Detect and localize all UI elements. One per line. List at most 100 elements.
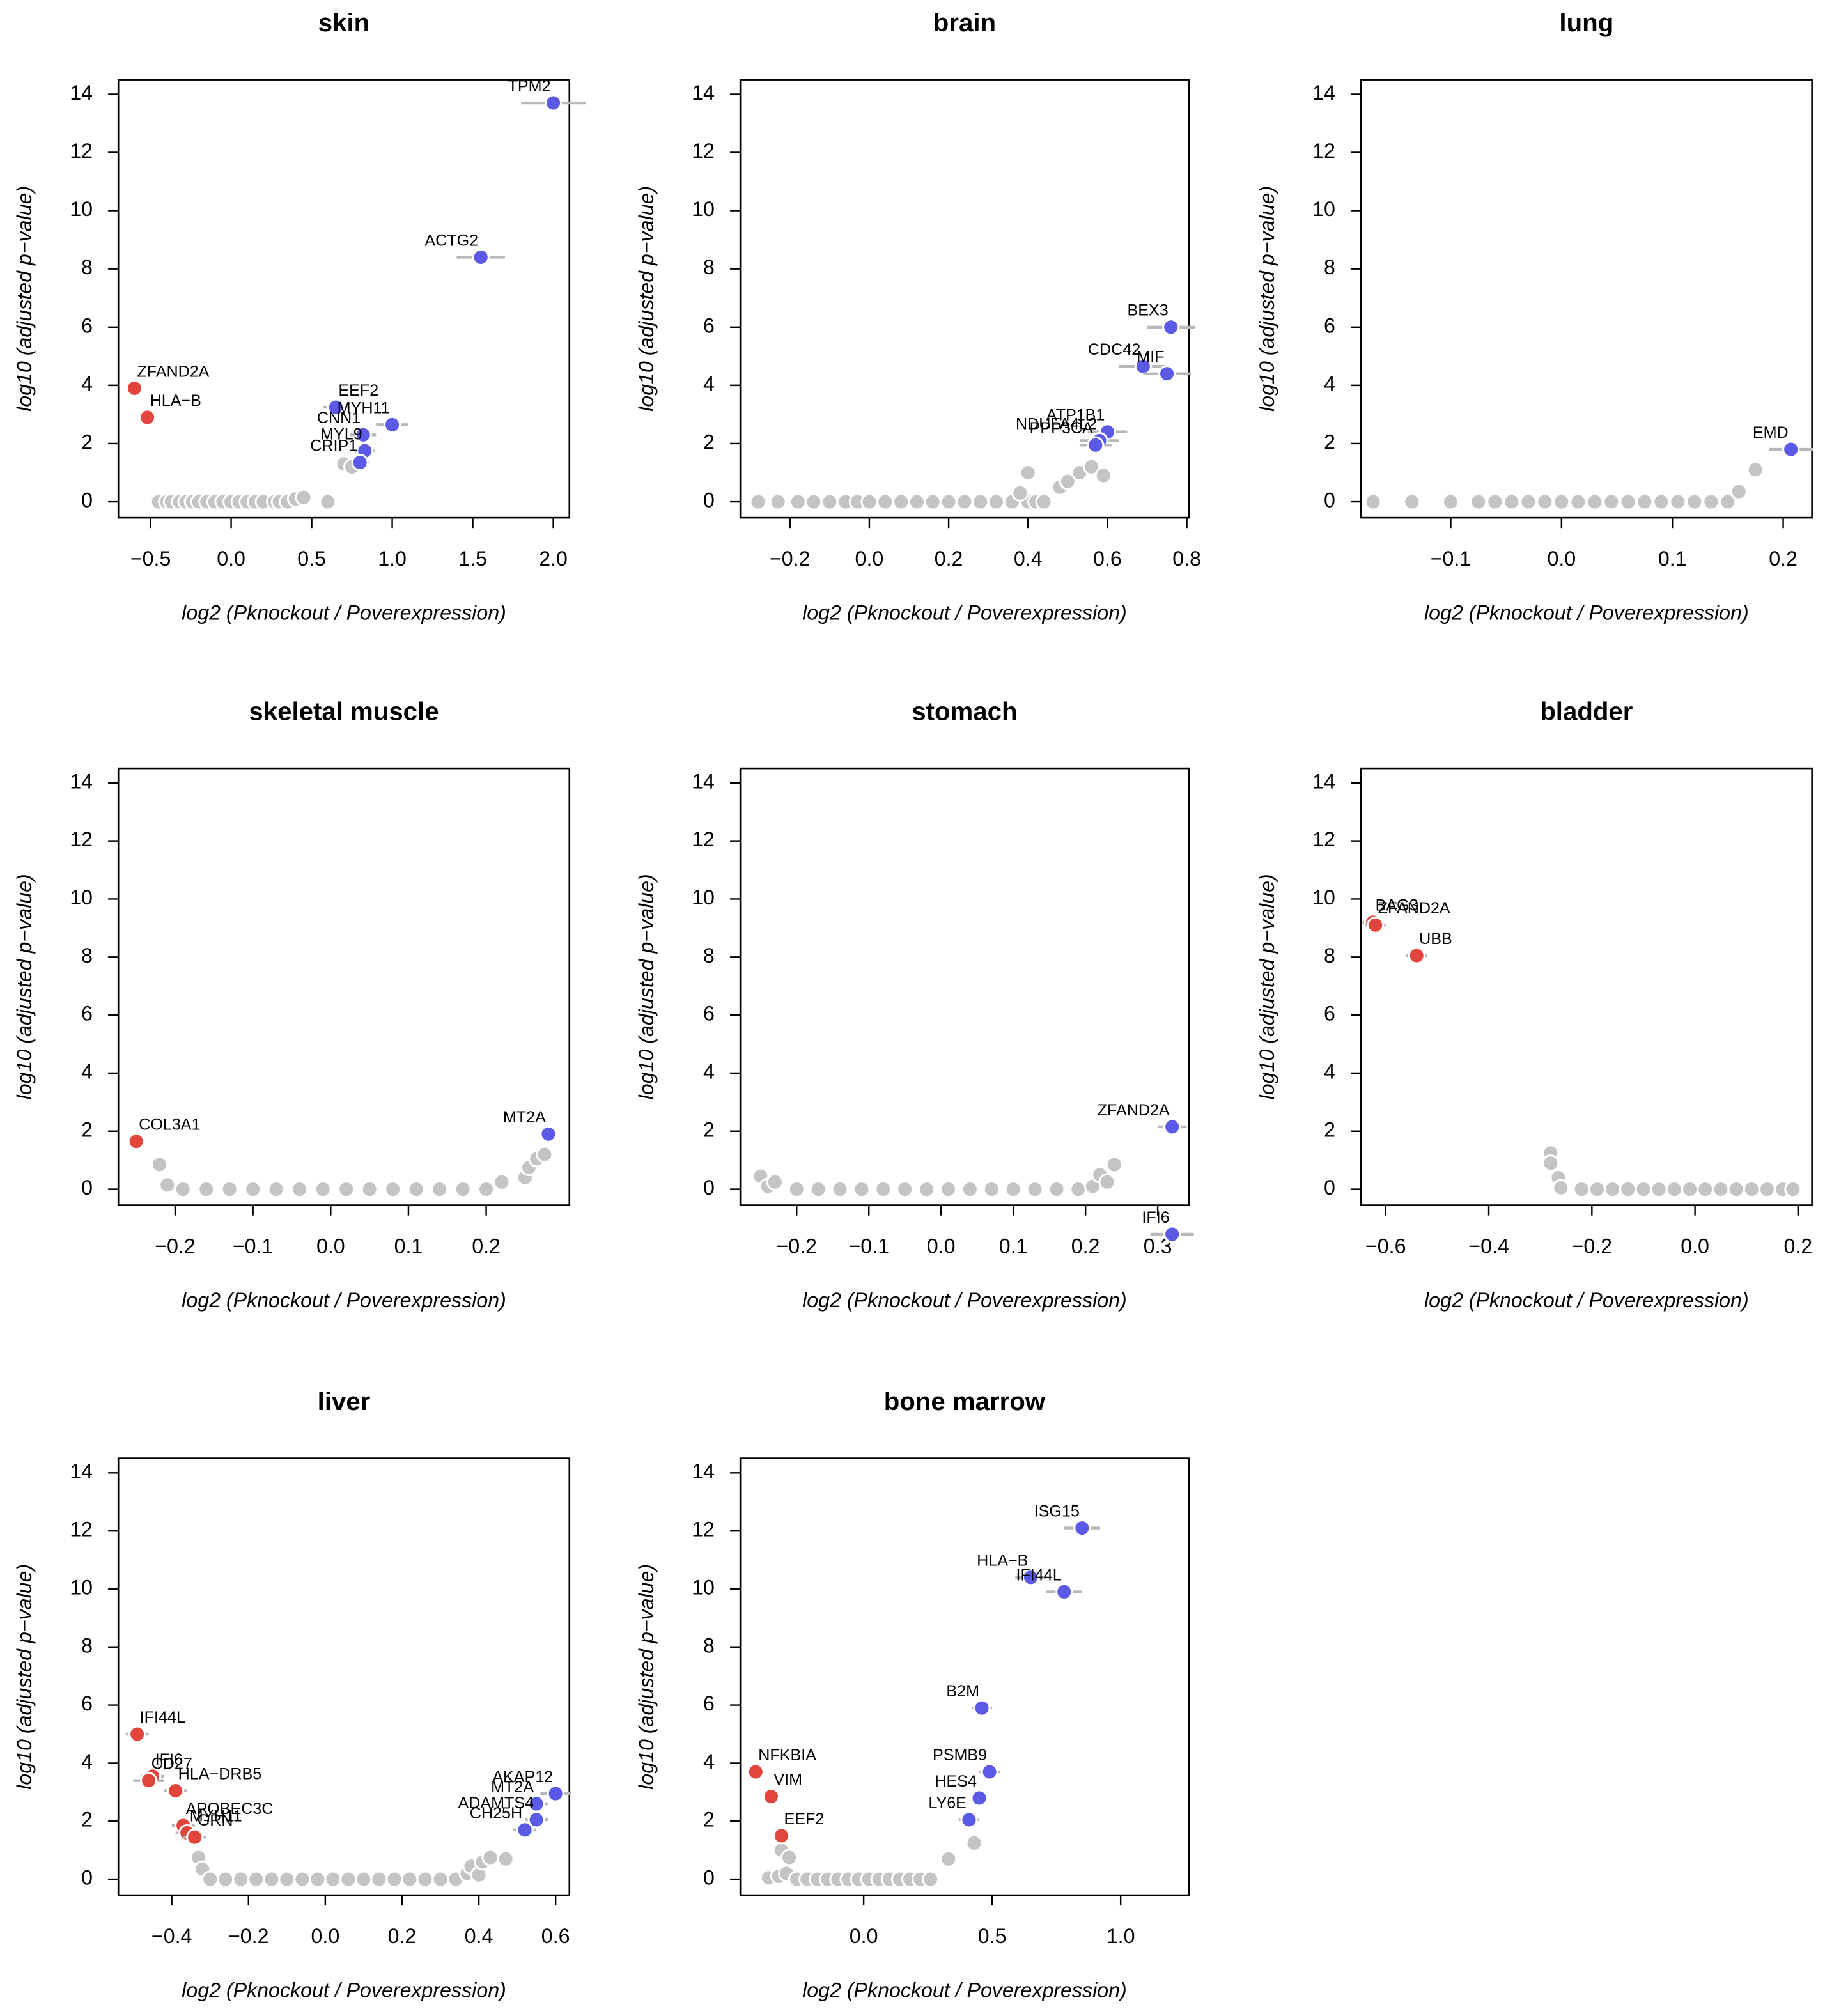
point xyxy=(809,1181,827,1198)
x-tick-label: −0.2 xyxy=(155,1234,195,1257)
point-label: MYH11 xyxy=(190,1807,242,1825)
point xyxy=(1162,318,1180,336)
point xyxy=(940,493,958,511)
y-tick-label: 4 xyxy=(1324,372,1335,395)
plot-frame xyxy=(117,79,571,519)
point xyxy=(965,1834,983,1852)
y-tick-label: 14 xyxy=(70,81,93,104)
point xyxy=(924,493,942,511)
point xyxy=(167,1781,185,1800)
point xyxy=(540,1125,557,1143)
point xyxy=(940,1850,958,1868)
point xyxy=(874,1181,892,1198)
point xyxy=(247,1870,265,1888)
plot-frame xyxy=(1360,79,1813,519)
panel: bone marrow log2 (Pknockout / Poverexpres… xyxy=(635,1387,1190,2001)
point-label: EMD xyxy=(1753,424,1789,442)
panel-title: bladder xyxy=(1540,697,1633,725)
point xyxy=(1697,1181,1714,1198)
point-label: ACTG2 xyxy=(424,231,478,249)
point xyxy=(1619,1181,1637,1198)
point xyxy=(772,1827,791,1845)
y-tick-label: 6 xyxy=(81,1692,93,1715)
x-tick-label: 0.5 xyxy=(297,547,326,570)
point xyxy=(140,1772,158,1790)
x-axis-label: log2 (Pknockout / Poverexpression) xyxy=(182,601,506,624)
point xyxy=(988,493,1006,511)
point xyxy=(128,1725,146,1743)
point xyxy=(1552,1179,1570,1197)
x-tick-label: 0.4 xyxy=(465,1925,493,1948)
point xyxy=(527,1811,545,1829)
y-tick-label: 4 xyxy=(81,1750,93,1773)
point xyxy=(159,1176,176,1194)
y-tick-label: 2 xyxy=(703,430,715,453)
point xyxy=(766,1173,784,1191)
point xyxy=(454,1181,472,1198)
y-tick-label: 10 xyxy=(70,198,93,221)
x-tick-label: 0.0 xyxy=(855,547,884,570)
point xyxy=(1048,1181,1066,1198)
point xyxy=(805,493,823,511)
panel: stomach log2 (Pknockout / Poverexpression… xyxy=(635,697,1194,1312)
point-label: MYH11 xyxy=(338,399,390,417)
point xyxy=(516,1821,534,1839)
point xyxy=(1163,1225,1181,1243)
point-label: ZFAND2A xyxy=(1098,1101,1170,1119)
plot-frame xyxy=(739,767,1190,1206)
point xyxy=(961,1181,979,1198)
y-tick-label: 10 xyxy=(692,1576,715,1599)
point-label: HES4 xyxy=(935,1772,977,1790)
point xyxy=(547,1785,564,1803)
y-tick-label: 10 xyxy=(70,1576,93,1599)
y-tick-label: 0 xyxy=(81,1176,93,1199)
y-axis-label: log10 (adjusted p−value) xyxy=(1255,874,1278,1099)
y-tick-label: 2 xyxy=(81,1118,93,1141)
y-axis-label: log10 (adjusted p−value) xyxy=(635,186,658,412)
point xyxy=(291,1181,309,1198)
y-tick-label: 8 xyxy=(1324,256,1335,279)
point xyxy=(431,1870,449,1888)
point xyxy=(1588,1181,1606,1198)
point xyxy=(1083,458,1101,476)
point xyxy=(1686,493,1704,511)
x-tick-label: 0.2 xyxy=(388,1925,417,1948)
point xyxy=(1158,365,1176,383)
y-tick-label: 12 xyxy=(1312,139,1335,162)
point-label: VIM xyxy=(773,1771,802,1789)
point xyxy=(1055,1583,1073,1601)
point-label: TPM2 xyxy=(508,77,551,95)
plot-frame xyxy=(117,767,571,1206)
point xyxy=(1586,493,1604,511)
point xyxy=(186,1828,204,1846)
x-tick-label: 2.0 xyxy=(539,547,568,570)
point xyxy=(545,94,563,112)
y-tick-label: 8 xyxy=(81,256,93,279)
point xyxy=(355,1870,373,1888)
x-tick-label: 0.0 xyxy=(311,1925,340,1948)
point xyxy=(1650,1181,1668,1198)
y-tick-label: 0 xyxy=(703,1176,715,1199)
y-tick-label: 8 xyxy=(703,944,715,967)
point xyxy=(788,1181,805,1198)
point xyxy=(1073,1519,1091,1537)
point xyxy=(1619,493,1637,511)
y-tick-label: 0 xyxy=(1324,1176,1335,1199)
y-tick-label: 2 xyxy=(1324,430,1335,453)
point xyxy=(407,1181,425,1198)
point xyxy=(1727,1181,1745,1198)
point xyxy=(151,1156,169,1174)
point xyxy=(127,1133,145,1151)
panel-title: skin xyxy=(318,8,369,37)
point xyxy=(1569,493,1587,511)
y-tick-label: 0 xyxy=(703,489,715,512)
point xyxy=(1035,493,1053,511)
point xyxy=(1746,461,1764,479)
point-label: BEX3 xyxy=(1128,302,1169,320)
point-label: PSMB9 xyxy=(933,1746,987,1764)
x-tick-label: 1.5 xyxy=(458,547,487,570)
point xyxy=(361,1181,378,1198)
point xyxy=(1665,1181,1683,1198)
point xyxy=(769,493,787,511)
x-tick-label: 0.6 xyxy=(1093,547,1122,570)
